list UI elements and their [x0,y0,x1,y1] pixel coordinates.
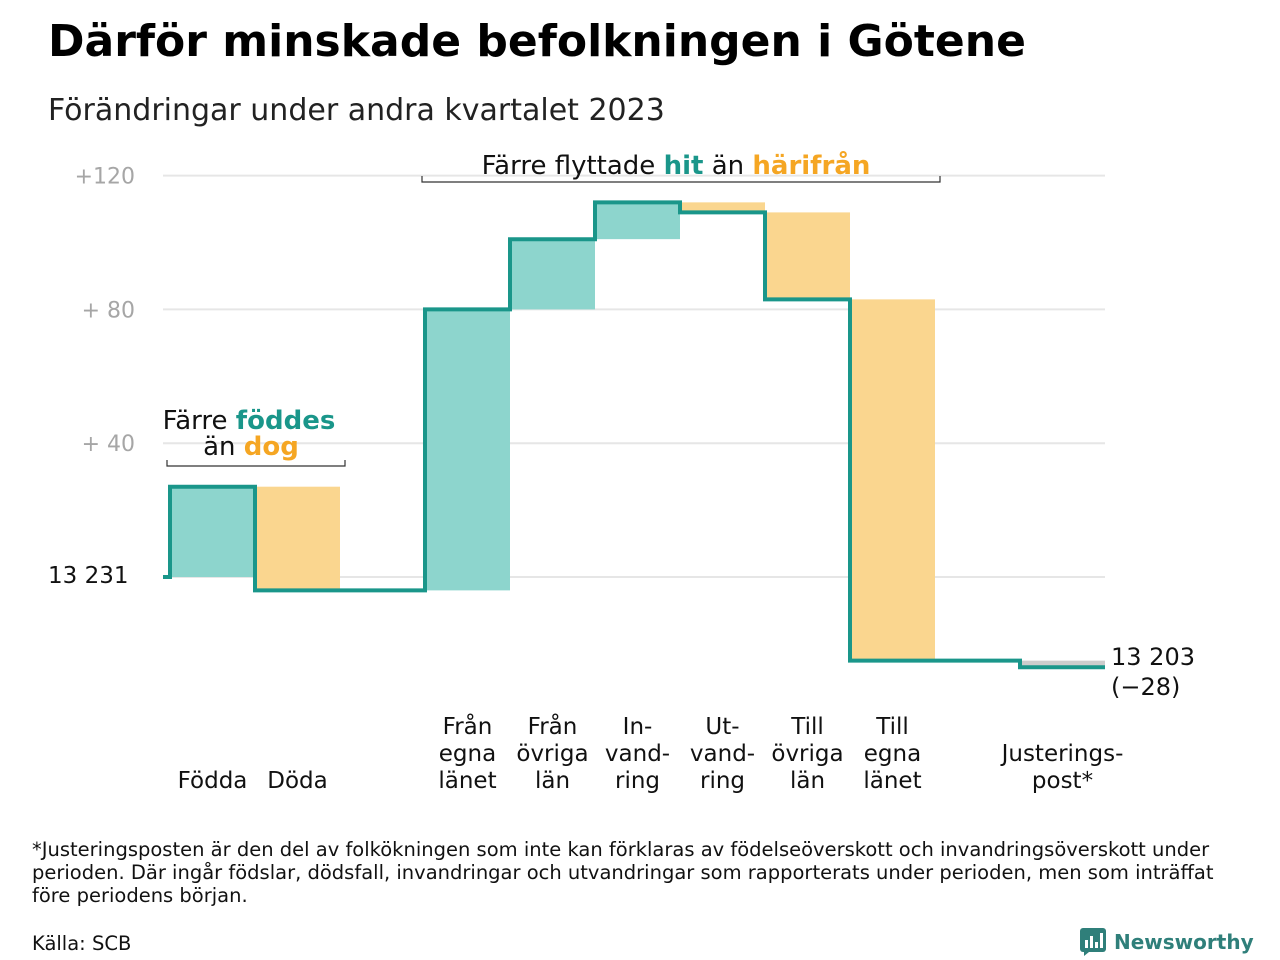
category-labels: Födda DödaFrånegnalänetFrånövrigalänIn-va… [178,712,1124,794]
waterfall-chart: Därför minskade befolkningen i Götene Fö… [48,16,1195,794]
category-label: Till [790,714,824,740]
y-tick-label: +120 [75,165,135,190]
y-tick-label: + 80 [82,298,135,323]
end-value-label: 13 203 [1111,643,1195,671]
category-label: ring [700,768,745,794]
change-value-label: (−28) [1111,673,1180,701]
bar-invandring [595,202,680,240]
bars-group [170,202,1105,668]
annotation-migration: Färre flyttade hit än härifrån [421,149,941,183]
category-label: ring [615,768,660,794]
bar-från-egna-länet [425,309,510,591]
category-label: Födda [178,768,248,794]
brand-name: Newsworthy [1114,930,1254,954]
bar-till-övriga-län [765,212,850,300]
annotation-births-line1: Färre föddes [163,406,336,436]
source-label: Källa: SCB [32,932,132,955]
annotation-births-deaths: Färre föddes än dog [163,406,346,467]
cumulative-step-line [163,200,1105,670]
category-label: Från [443,712,493,740]
annotation-births-bracket [166,460,346,467]
category-label: Till [875,714,909,740]
bar-födda [170,486,255,577]
bar-justeringspost- [1020,660,1105,668]
chart-subtitle: Förändringar under andra kvartalet 2023 [48,93,665,128]
step-line-group [163,200,1105,670]
footnote: *Justeringsposten är den del av folkökni… [32,838,1214,907]
category-label: In- [623,714,653,740]
category-label: övriga [516,741,588,767]
annotation-migration-text: Färre flyttade hit än härifrån [482,149,871,181]
annotation-births-line2: än dog [203,432,299,462]
category-label: län [535,768,570,794]
annotation-migration-bracket [421,176,941,183]
bar-utvandring [680,202,765,213]
bar-chart-logo-icon [1080,928,1106,956]
category-label: övriga [771,741,843,767]
category-label: Ut- [705,714,739,740]
category-label: Justerings- [1000,741,1124,767]
start-value-label: 13 231 [48,563,128,589]
bar-döda [255,486,340,591]
bar-från-övriga-län [510,239,595,310]
category-label: egna [439,741,496,767]
brand-logo[interactable]: Newsworthy [1080,928,1254,956]
category-label: län [790,768,825,794]
category-label: vand- [605,741,670,767]
gridlines [163,174,1105,578]
category-label: länet [863,768,921,794]
chart-title: Därför minskade befolkningen i Götene [48,16,1026,67]
y-axis-ticks: + 40 + 80 +120 [75,165,135,458]
category-label: vand- [690,741,755,767]
category-label: länet [438,768,496,794]
bar-till-egna-länet [850,299,935,661]
category-label: Från [528,712,578,740]
category-label: egna [864,741,921,767]
category-label: post* [1032,768,1093,794]
category-label: Döda [267,768,327,794]
y-tick-label: + 40 [82,432,135,457]
